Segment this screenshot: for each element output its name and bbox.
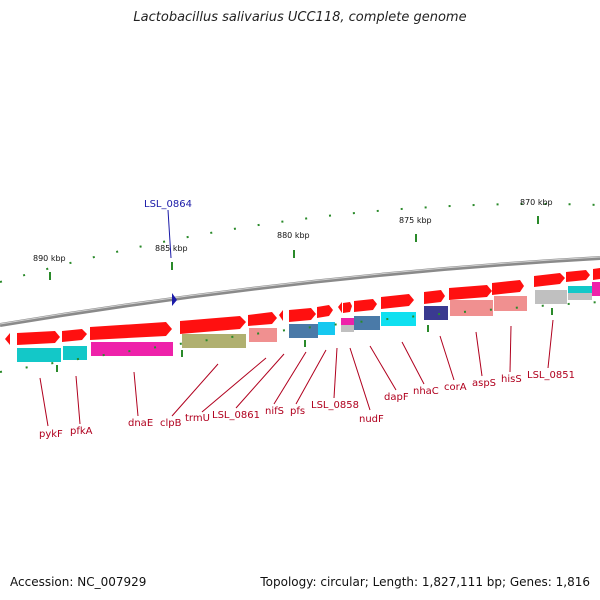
reverse-strand-genes	[17, 282, 600, 362]
forward-strand-genes	[5, 268, 600, 345]
scale-label-870: 870 kbp	[520, 198, 553, 207]
scale-label-885: 885 kbp	[155, 244, 188, 253]
scale-label-875: 875 kbp	[399, 216, 432, 225]
genome-stats-text: Topology: circular; Length: 1,827,111 bp…	[260, 575, 590, 589]
highlight-leader	[167, 209, 172, 259]
ruler-dotted-arc	[0, 202, 600, 283]
gene-label-aspS: aspS	[472, 378, 496, 389]
gene-label-LSL_0851: LSL_0851	[527, 370, 575, 381]
scale-label-880: 880 kbp	[277, 231, 310, 240]
gene-label-dnaE: dnaE	[128, 418, 153, 429]
backbone-highlight	[0, 256, 600, 325]
gene-label-trmU: trmU	[185, 413, 210, 424]
major-ticks	[49, 216, 539, 280]
gene-label-nifS: nifS	[265, 406, 284, 417]
genome-backbone	[0, 256, 600, 327]
gene-label-LSL_0858: LSL_0858	[311, 400, 359, 411]
inner-dotted-arc	[0, 301, 600, 373]
gene-label-nudF: nudF	[359, 414, 384, 425]
scale-label-890: 890 kbp	[33, 254, 66, 263]
highlight-gene-marker	[172, 293, 177, 306]
accession-text: Accession: NC_007929	[10, 575, 147, 589]
gene-label-pykF: pykF	[39, 429, 63, 440]
gene-label-LSL_0861: LSL_0861	[212, 410, 260, 421]
map-title: Lactobacillus salivarius UCC118, complet…	[133, 10, 467, 25]
gene-label-nhaC: nhaC	[413, 386, 439, 397]
highlight-gene-label: LSL_0864	[144, 199, 192, 210]
gene-label-pfs: pfs	[290, 406, 305, 417]
gene-label-hisS: hisS	[501, 374, 522, 385]
inner-major-ticks	[56, 308, 553, 372]
gene-label-pfkA: pfkA	[70, 426, 93, 437]
gene-label-clpB: clpB	[160, 418, 182, 429]
label-leaders	[39, 319, 554, 427]
gene-label-corA: corA	[444, 382, 467, 393]
gene-label-dapF: dapF	[384, 392, 409, 403]
